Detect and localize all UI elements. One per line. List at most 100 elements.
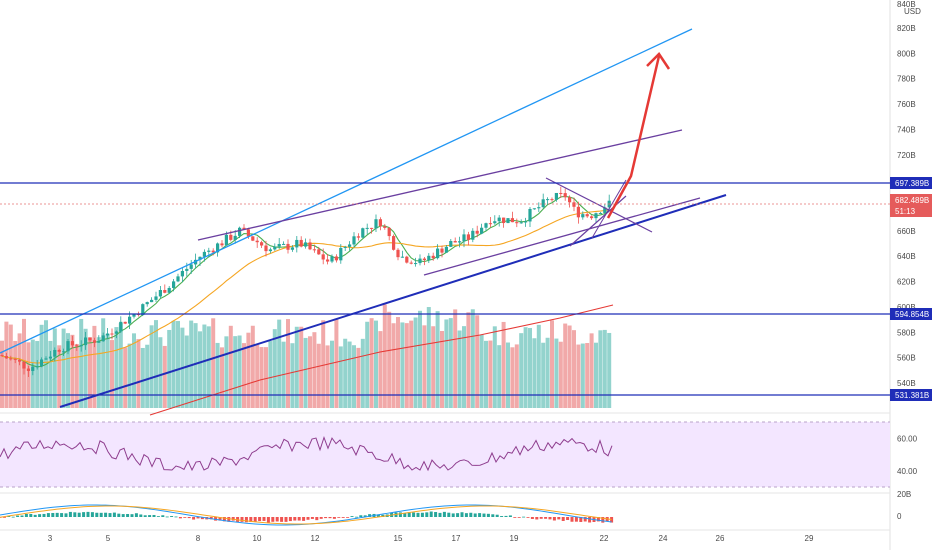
price-tick-label: 580B	[897, 328, 916, 337]
volume-bar	[541, 342, 546, 408]
volume-bar	[211, 318, 216, 408]
macd-histogram-bar	[108, 513, 112, 517]
macd-histogram-bar	[482, 513, 486, 517]
date-tick-label: 24	[659, 534, 668, 543]
candle-body	[70, 341, 74, 346]
wedge-upper-line[interactable]	[545, 177, 653, 233]
candle-body	[427, 255, 431, 261]
candle-body	[440, 248, 444, 253]
volume-bar	[154, 320, 158, 408]
candle-body	[400, 256, 404, 258]
candle-body	[224, 234, 228, 246]
date-tick-label: 15	[394, 534, 403, 543]
macd-histogram-bar	[376, 514, 380, 517]
volume-bar	[145, 344, 150, 408]
macd-histogram-bar	[121, 514, 125, 517]
candle-body	[79, 345, 83, 347]
volume-bar	[334, 318, 339, 408]
candle-body	[370, 227, 374, 229]
volume-bar	[308, 336, 312, 408]
candle-body	[163, 290, 167, 293]
macd-histogram-bar	[249, 517, 253, 523]
outer-channel-upper-line[interactable]	[0, 28, 693, 354]
volume-bar	[220, 347, 224, 408]
date-axis[interactable]: 3 5 8 10 12 15 17 19 22 24 26 29	[48, 534, 814, 543]
macd-histogram-bar	[412, 512, 416, 517]
price-tag-label: 594.854B	[895, 310, 929, 319]
price-axis[interactable]: 840B USD 820B800B780B760B740B720B700B680…	[897, 0, 921, 521]
candle-body	[554, 192, 558, 200]
volume-bar	[479, 334, 484, 408]
candle-body	[251, 236, 255, 241]
candle-body	[260, 242, 264, 246]
channel-lower-line[interactable]	[423, 197, 701, 276]
candle-body	[9, 358, 13, 360]
macd-histogram-bar	[280, 517, 284, 522]
projection-arrow[interactable]	[606, 55, 661, 219]
macd-histogram-bar	[134, 513, 138, 517]
candle-body	[295, 239, 299, 248]
macd-histogram-bar	[196, 517, 200, 519]
macd-tick-label: 0	[897, 512, 902, 521]
macd-histogram-bar	[82, 512, 86, 517]
macd-histogram-bar	[148, 515, 152, 517]
volume-bar	[470, 309, 475, 408]
volume-bar	[356, 347, 361, 408]
macd-histogram-bar	[165, 516, 169, 518]
macd-histogram-bar	[275, 517, 279, 522]
volume-bar	[536, 324, 541, 408]
volume-bar	[382, 304, 387, 408]
macd-histogram-bar	[253, 517, 257, 522]
date-tick-label: 26	[716, 534, 725, 543]
volume-bar	[492, 326, 497, 408]
candle-body	[198, 256, 202, 260]
rsi-line[interactable]	[0, 436, 613, 472]
macd-histogram-bar	[38, 514, 42, 517]
volume-bar	[418, 310, 422, 408]
candle-body	[462, 234, 466, 242]
volume-bar	[369, 318, 374, 408]
candle-body	[97, 341, 101, 343]
volume-bar	[246, 332, 251, 408]
macd-histogram-bar	[161, 515, 165, 517]
macd-signal-line[interactable]	[0, 505, 612, 525]
channel-upper-line[interactable]	[197, 129, 683, 241]
support-trendline[interactable]	[59, 194, 727, 408]
candle-body	[392, 236, 396, 250]
volume-bar	[585, 343, 590, 408]
candle-body	[106, 333, 110, 336]
candle-body	[255, 240, 259, 243]
macd-histogram-bar	[55, 512, 59, 517]
price-tag	[890, 389, 932, 401]
volume-bar	[92, 325, 97, 408]
volume-bar	[101, 318, 106, 408]
ma-long-line[interactable]	[149, 304, 614, 416]
candle-body	[84, 337, 88, 346]
candle-body	[409, 262, 413, 264]
macd-histogram-bar	[583, 517, 587, 522]
candle-body	[176, 276, 180, 282]
candle-body	[563, 193, 567, 198]
volume-bar	[206, 326, 211, 408]
volume-bar	[374, 320, 378, 408]
volume-bar	[462, 326, 466, 408]
volume-bar	[0, 340, 4, 408]
volume-bar	[312, 332, 317, 408]
candle-body	[519, 222, 523, 224]
macd-histogram-bar	[332, 517, 336, 519]
candle-body	[510, 218, 514, 223]
macd-histogram-bar	[478, 513, 482, 517]
macd-histogram-bar	[244, 517, 248, 523]
volume-bar	[259, 347, 264, 408]
candle-body	[383, 226, 387, 228]
volume-bar	[167, 329, 172, 408]
date-tick-label: 22	[600, 534, 609, 543]
candle-body	[246, 229, 250, 237]
macd-histogram-bar	[420, 512, 424, 517]
volume-bar	[387, 311, 392, 408]
candle-body	[515, 222, 519, 224]
wedge-inner-line[interactable]	[591, 179, 627, 239]
candle-body	[92, 340, 96, 343]
volume-bar	[325, 345, 330, 408]
